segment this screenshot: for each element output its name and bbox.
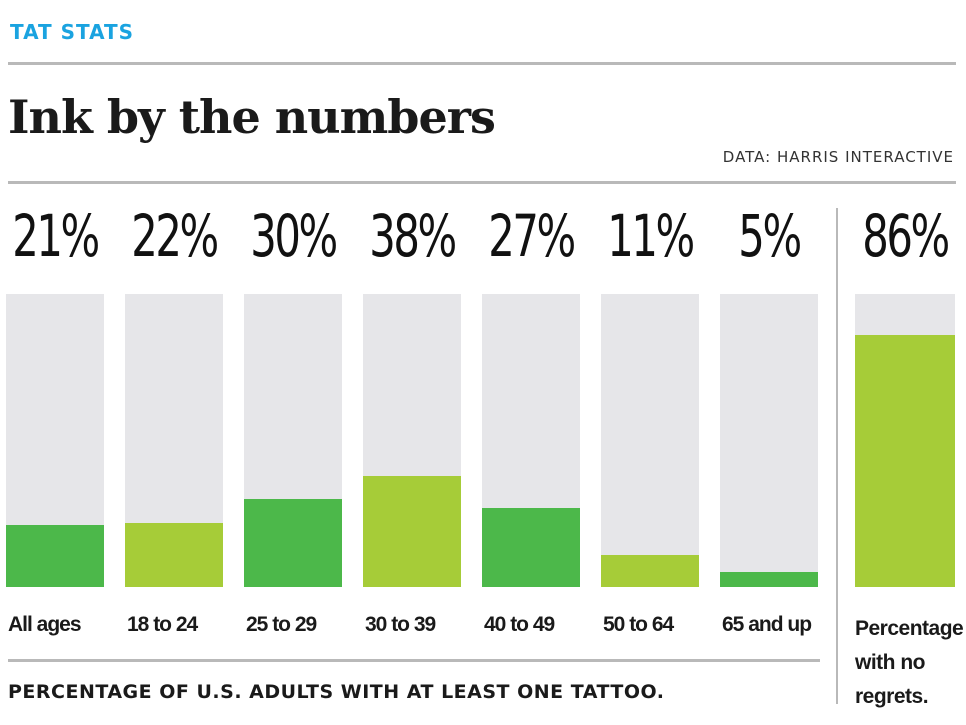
bar-track (363, 294, 461, 587)
bar (601, 554, 699, 587)
category-label: 25 to 29 (246, 613, 317, 636)
bar-track (720, 294, 818, 587)
bar (482, 507, 580, 587)
value-label: 22% (131, 202, 219, 270)
header-divider (8, 181, 956, 184)
category-label: 65 and up (722, 613, 812, 636)
value-label: 5% (738, 202, 802, 270)
bar-track (244, 294, 342, 587)
bar (125, 522, 223, 587)
bar-track (482, 294, 580, 587)
source-credit: DATA: HARRIS INTERACTIVE (722, 148, 954, 166)
value-label: 21% (12, 202, 100, 270)
bar-track (855, 294, 955, 587)
bar-track (125, 294, 223, 587)
top-divider (8, 62, 956, 65)
value-label: 86% (862, 202, 950, 270)
kicker-label: TAT STATS (10, 20, 135, 44)
value-label: 11% (607, 202, 695, 270)
value-label: 30% (250, 202, 338, 270)
value-label: 27% (488, 202, 576, 270)
bar-track (601, 294, 699, 587)
bar (855, 335, 955, 587)
category-label: All ages (8, 613, 82, 636)
category-label: 30 to 39 (365, 613, 436, 636)
bar (244, 499, 342, 587)
bar (6, 525, 104, 587)
vertical-divider (836, 208, 838, 704)
regret-label: Percentage with no regrets. (855, 617, 964, 708)
bottom-divider (8, 659, 820, 662)
bar-track (6, 294, 104, 587)
bar (363, 475, 461, 587)
chart-title: Ink by the numbers (8, 90, 496, 144)
bar (720, 572, 818, 587)
chart-caption: PERCENTAGE OF U.S. ADULTS WITH AT LEAST … (8, 681, 665, 703)
category-label: 18 to 24 (127, 613, 198, 636)
value-label: 38% (369, 202, 457, 270)
category-label: 40 to 49 (484, 613, 555, 636)
category-label: 50 to 64 (603, 613, 674, 636)
